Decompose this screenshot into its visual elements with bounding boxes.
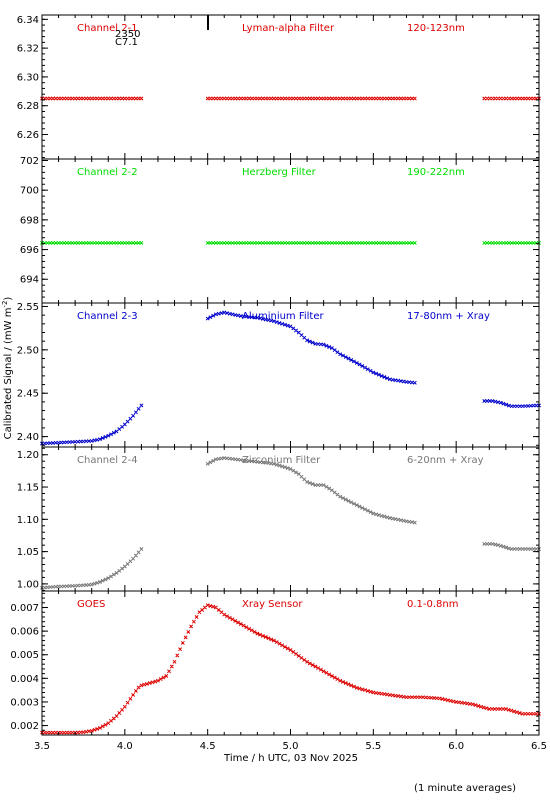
filter-label: Aluminium Filter [242,311,325,322]
y-tick-label: 2.50 [17,345,39,356]
band-label: 190-222nm [407,167,465,178]
x-tick-label: 4.5 [200,741,216,752]
y-tick-label: 0.007 [10,603,39,614]
band-label: 0.1-0.8nm [407,599,459,610]
x-tick-label: 4.0 [117,741,133,752]
x-tick-label: 6.0 [448,741,464,752]
y-tick-label: 1.15 [17,483,39,494]
panel-3: 2.40 2.45 2.50 2.55 Channel 2-3 Aluminium Fil… [17,302,541,448]
y-axis-label-main: Calibrated Signal / (mW m [3,308,14,440]
channel-label: GOES [77,599,105,610]
y-axis-label-superscript: -2 [1,301,9,308]
y-tick-label: 1.10 [17,515,39,526]
y-axis-label: Calibrated Signal / (mW m-2) [1,297,14,440]
x-tick-label: 6.5 [531,741,547,752]
panel-5: 0.002 0.003 0.004 0.005 0.006 0.007 GOES Xray S… [10,590,547,752]
y-tick-label: 2.55 [17,302,39,313]
y-tick-label: 6.30 [17,72,39,83]
series-markers [40,96,541,101]
band-label: 120-123nm [407,23,465,34]
y-tick-label: 0.003 [10,697,39,708]
flare-marker-class: C7.1 [115,37,138,48]
y-tick-label: 0.004 [10,674,39,685]
x-tick-label: 5.0 [283,741,299,752]
y-tick-label: 0.006 [10,627,39,638]
channel-label: Channel 2-3 [77,311,138,322]
y-tick-label: 6.32 [17,44,39,55]
y-tick-label: 700 [20,186,39,197]
footnote: (1 minute averages) [414,783,516,794]
data-segment-3 [482,399,541,409]
y-tick-label: 2.40 [17,432,39,443]
data-segment-2 [205,310,417,385]
x-tick-label: 3.5 [34,741,50,752]
series-markers [40,310,541,446]
y-tick-label: 1.20 [17,450,39,461]
y-tick-label: 2.45 [17,389,39,400]
data-segment-3 [482,541,541,551]
channel-label: Channel 2-1 [77,23,138,34]
y-axis-label-close: ) [3,297,14,301]
y-tick-label: 1.05 [17,547,39,558]
data-segment-2 [205,240,417,245]
filter-label: Lyman-alpha Filter [242,23,335,34]
panels-layer: 6.26 6.28 6.30 6.32 6.34 Channel 2-1 Lyman-alp… [10,14,547,752]
data-segment-2 [205,96,417,101]
y-tick-label: 702 [20,156,39,167]
channel-label: Channel 2-2 [77,167,138,178]
flare-marker-time: 2350 [115,29,140,40]
data-segment-3 [482,240,541,245]
x-tick-label: 5.5 [365,741,381,752]
series-markers [40,456,541,590]
y-tick-label: 6.26 [17,130,39,141]
band-label: 17-80nm + Xray [407,311,490,322]
channel-label: Channel 2-4 [77,455,138,466]
y-tick-label: 6.34 [17,15,39,26]
filter-label: Zirconium Filter [242,455,321,466]
filter-label: Herzberg Filter [242,167,317,178]
y-tick-label: 0.005 [10,650,39,661]
data-segment-2 [205,456,417,525]
y-tick-label: 698 [20,215,39,226]
y-tick-label: 694 [20,275,39,286]
panel-2: 694 696 698 700 702 Channel 2-2 Herzberg Filte… [20,156,541,304]
y-tick-label: 1.00 [17,579,39,590]
data-segment-3 [482,96,541,101]
y-tick-label: 6.28 [17,101,39,112]
band-label: 6-20nm + Xray [407,455,484,466]
filter-label: Xray Sensor [242,599,303,610]
y-tick-label: 696 [20,245,39,256]
x-axis-label: Time / h UTC, 03 Nov 2025 [223,753,358,764]
y-tick-label: 0.002 [10,721,39,732]
series-markers [40,240,541,245]
